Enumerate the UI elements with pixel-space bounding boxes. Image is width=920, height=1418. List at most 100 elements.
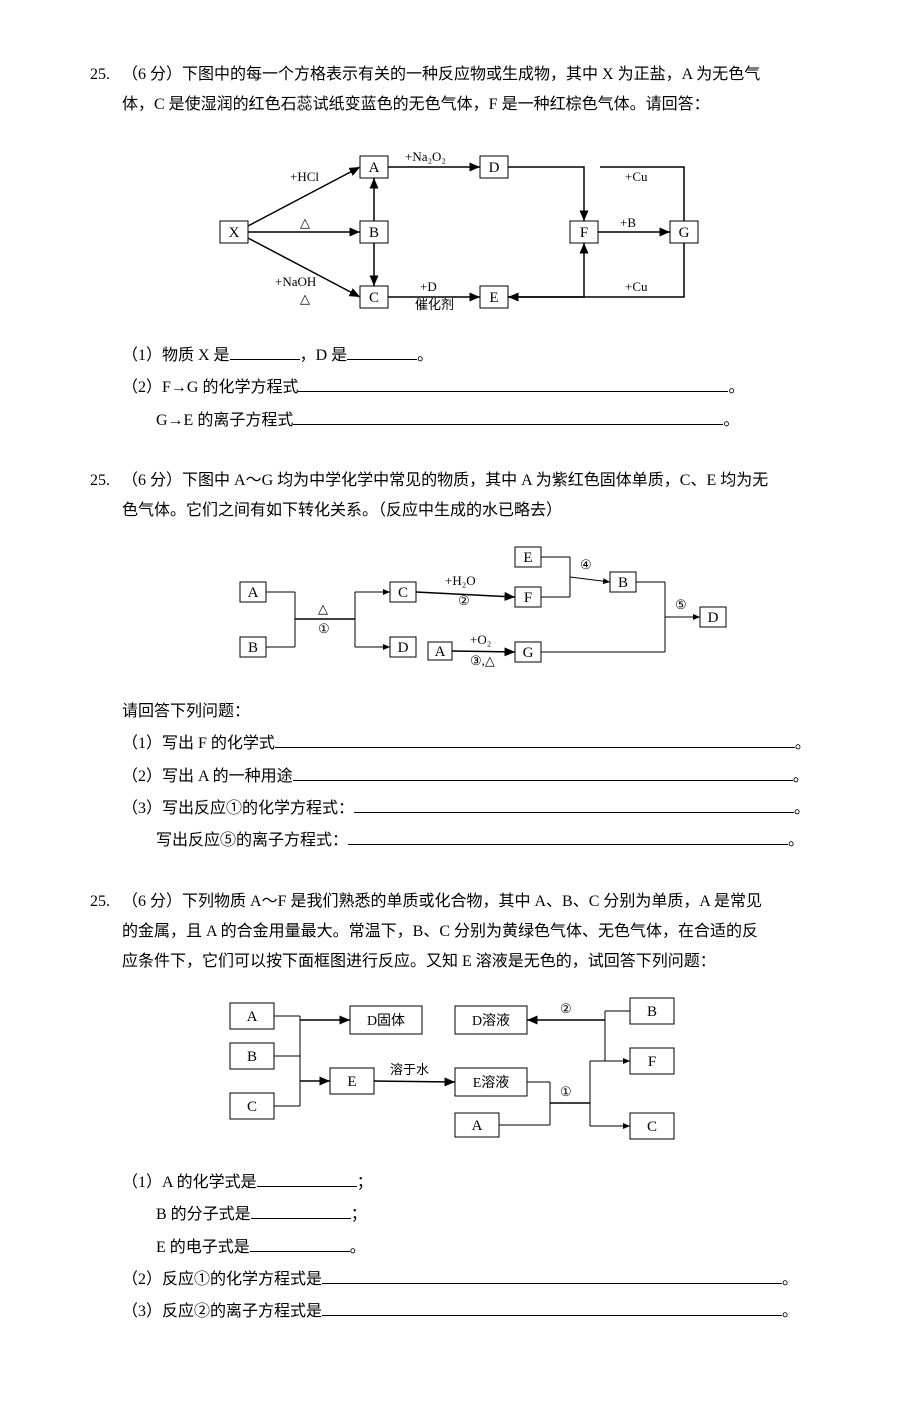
q2-stem-line1: 下图中 A～G 均为中学化学中常见的物质，其中 A 为紫红色固体单质，C、E 均… (182, 472, 768, 489)
box-er: E溶液 (473, 1075, 510, 1091)
lbl-c1: ① (560, 1084, 572, 1099)
q2-sub1: （1）写出 F 的化学式。 (90, 729, 830, 759)
q3-sub1b: B 的分子式是； (90, 1200, 830, 1230)
q2-s1a: （1）写出 F 的化学式 (122, 735, 275, 752)
q2-s3d: 。 (788, 832, 804, 849)
lbl-tri1: △ (300, 215, 310, 230)
box-a2: A (472, 1118, 483, 1134)
lbl-c2: ② (458, 593, 470, 608)
q2-stem-line2: 色气体。它们之间有如下转化关系。（反应中生成的水已略去） (90, 496, 830, 526)
lbl-c2: ② (560, 1001, 572, 1016)
q3-points: （6 分） (122, 893, 182, 910)
q1-diagram: X A B C D E F G +HCl △ +NaOH △ +Na₂O₂ +D… (180, 131, 740, 331)
blank[interactable] (251, 1202, 351, 1219)
q1-stem-line2: 体，C 是使湿润的红色石蕊试纸变蓝色的无色气体，F 是一种红棕色气体。请回答： (90, 90, 830, 120)
box-a: A (248, 585, 259, 601)
q3-s2b: 。 (782, 1271, 798, 1288)
q3-s3b: 。 (782, 1303, 798, 1320)
lbl-cat: 催化剂 (415, 297, 454, 312)
q3-s1f: 。 (350, 1239, 366, 1256)
box-e: E (347, 1074, 356, 1090)
q1-s2b: 。 (728, 379, 744, 396)
lbl-h2o: +H₂O (445, 573, 476, 588)
blank[interactable] (293, 408, 723, 425)
q1-s2a: （2）F→G 的化学方程式 (122, 379, 298, 396)
box-c: C (247, 1099, 257, 1115)
q3-stem-line3: 应条件下，它们可以按下面框图进行反应。又知 E 溶液是无色的，试回答下列问题： (90, 947, 830, 977)
box-d2: D (708, 610, 719, 626)
q1-s2d: 。 (723, 412, 739, 429)
box-a2: A (435, 644, 446, 660)
blank[interactable] (275, 731, 795, 748)
q2-sub2: （2）写出 A 的一种用途 。 (90, 762, 830, 792)
box-x: X (229, 225, 240, 241)
lbl-pd: +D (420, 279, 437, 294)
q3-sub1a: （1）A 的化学式是 ； (90, 1168, 830, 1198)
lbl-c1: ① (318, 621, 330, 636)
box-g: G (523, 645, 534, 661)
blank[interactable] (354, 796, 794, 813)
box-b2: B (618, 575, 628, 591)
lbl-cu2: +Cu (625, 279, 648, 294)
lbl-tri: △ (318, 601, 328, 616)
blank[interactable] (347, 343, 417, 360)
q1-s1c: 。 (417, 347, 433, 364)
q1-points: （6 分） (122, 66, 182, 83)
lbl-ry: 溶于水 (390, 1062, 429, 1077)
blank[interactable] (322, 1267, 782, 1284)
question-25-second: 25. （6 分）下图中 A～G 均为中学化学中常见的物质，其中 A 为紫红色固… (90, 466, 830, 857)
q2-points: （6 分） (122, 472, 182, 489)
box-g: G (679, 225, 690, 241)
q2-sub3b: 写出反应⑤的离子方程式：。 (90, 826, 830, 856)
lbl-c3: ③,△ (470, 653, 495, 668)
q2-s2b: 。 (793, 768, 809, 785)
q3-stem-line1: 下列物质 A～F 是我们熟悉的单质或化合物，其中 A、B、C 分别为单质，A 是… (182, 893, 762, 910)
box-f: F (524, 590, 532, 606)
box-dg: D固体 (367, 1013, 405, 1029)
blank[interactable] (230, 343, 300, 360)
q1-s1a: （1）物质 X 是 (122, 347, 230, 364)
q3-stem-line2: 的金属，且 A 的合金用量最大。常温下，B、C 分别为黄绿色气体、无色气体，在合… (90, 917, 830, 947)
lbl-c4: ④ (580, 557, 592, 572)
box-f: F (580, 225, 588, 241)
q1-sub2b: G→E 的离子方程式 。 (90, 406, 830, 436)
box-e: E (523, 550, 532, 566)
box-e: E (489, 290, 498, 306)
q2-sub3: （3）写出反应①的化学方程式：。 (90, 794, 830, 824)
lbl-o2: +O₂ (470, 632, 491, 647)
q2-stem: （6 分）下图中 A～G 均为中学化学中常见的物质，其中 A 为紫红色固体单质，… (122, 466, 830, 496)
box-b: B (369, 225, 379, 241)
q2-number: 25. (90, 466, 122, 496)
box-b: B (247, 1049, 257, 1065)
lbl-hcl: +HCl (290, 169, 319, 184)
q1-sub2: （2）F→G 的化学方程式 。 (90, 373, 830, 403)
blank[interactable] (250, 1235, 350, 1252)
q2-s2a: （2）写出 A 的一种用途 (122, 768, 293, 785)
lbl-c5: ⑤ (675, 597, 687, 612)
blank[interactable] (293, 764, 793, 781)
q2-head: 25. （6 分）下图中 A～G 均为中学化学中常见的物质，其中 A 为紫红色固… (90, 466, 830, 496)
q3-s1b: ； (357, 1174, 373, 1191)
blank[interactable] (257, 1170, 357, 1187)
q1-stem-line1: 下图中的每一个方格表示有关的一种反应物或生成物，其中 X 为正盐，A 为无色气 (182, 66, 760, 83)
q2-s3a: （3）写出反应①的化学方程式： (122, 800, 354, 817)
q1-s1b: ，D 是 (300, 347, 348, 364)
blank[interactable] (348, 828, 788, 845)
blank[interactable] (298, 375, 728, 392)
q1-head: 25. （6 分）下图中的每一个方格表示有关的一种反应物或生成物，其中 X 为正… (90, 60, 830, 90)
lbl-pb: +B (620, 215, 636, 230)
q3-sub1c: E 的电子式是。 (90, 1233, 830, 1263)
q3-s1a: （1）A 的化学式是 (122, 1174, 257, 1191)
lbl-cu1: +Cu (625, 169, 648, 184)
box-a: A (369, 160, 380, 176)
q1-number: 25. (90, 60, 122, 90)
q1-stem: （6 分）下图中的每一个方格表示有关的一种反应物或生成物，其中 X 为正盐，A … (122, 60, 830, 90)
box-d: D (398, 640, 409, 656)
box-b: B (248, 640, 258, 656)
q1-sub1: （1）物质 X 是 ，D 是 。 (90, 341, 830, 371)
box-dr: D溶液 (472, 1013, 510, 1029)
lbl-naoh: +NaOH (275, 274, 316, 289)
q2-pre: 请回答下列问题： (90, 697, 830, 727)
q1-s2c: G→E 的离子方程式 (156, 412, 293, 429)
box-a: A (247, 1009, 258, 1025)
